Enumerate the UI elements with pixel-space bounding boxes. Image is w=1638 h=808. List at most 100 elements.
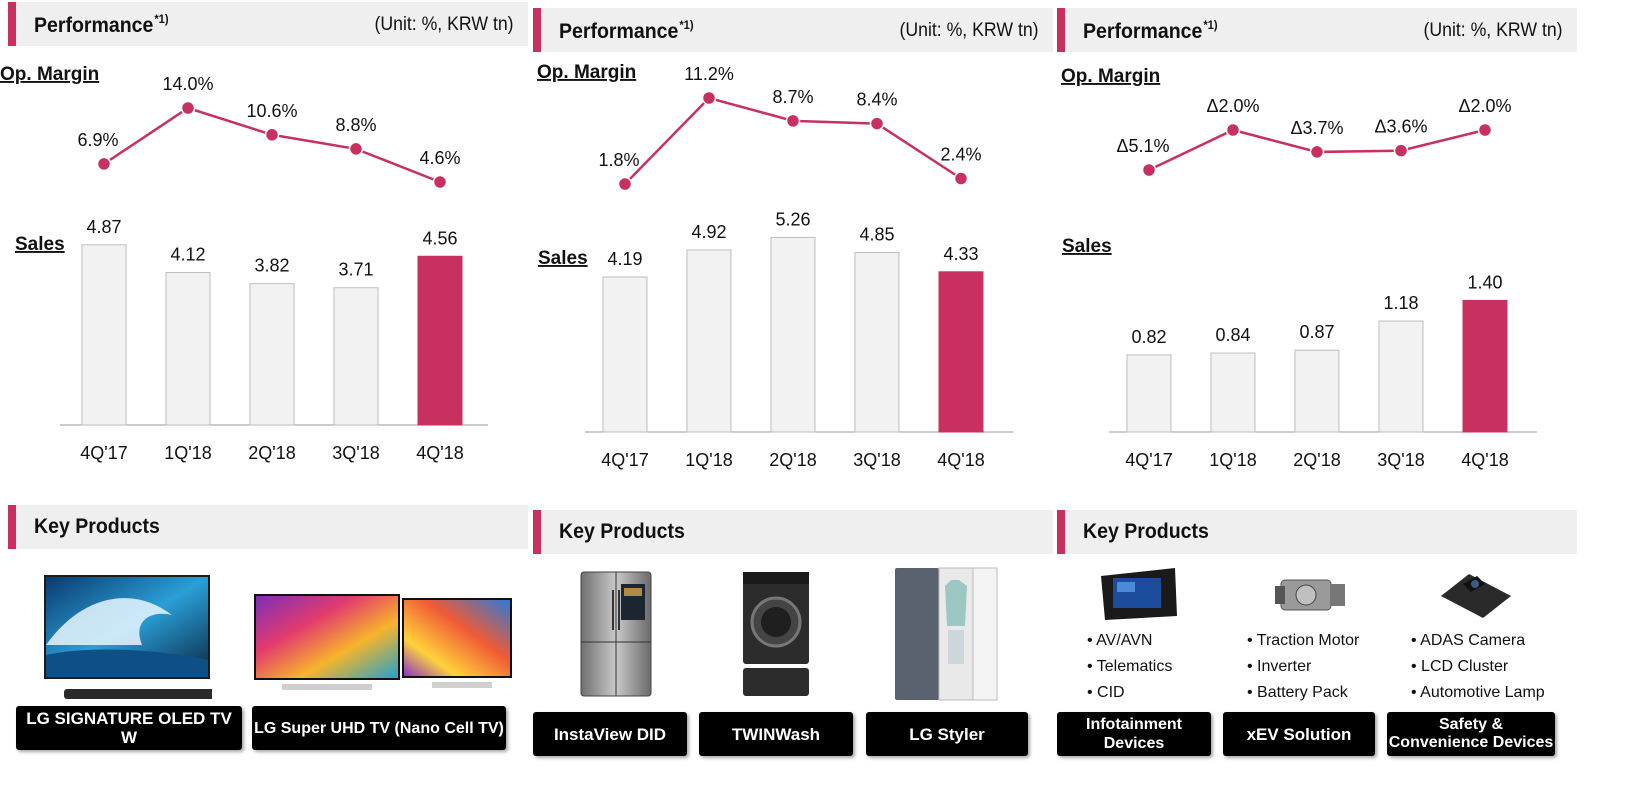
sales-value-label: 1.40 [1467,272,1502,292]
product-label-nano-cell-tv: LG Super UHD TV (Nano Cell TV) [252,706,506,750]
sales-bar [165,272,211,426]
op-margin-point [96,156,112,172]
bullet-item: AV/AVN [1087,628,1172,654]
nano-cell-tv-image [252,592,514,696]
performance-chart: Op. Margin Sales 0.82 4Q'17 0.84 1Q'18 0.87 2Q'… [1061,66,1537,470]
op-margin-value-label: 14.0% [162,74,213,94]
performance-chart: Op. Margin Sales 4.87 4Q'17 4.12 1Q'18 3.82 2Q'… [0,64,488,463]
adas-camera-image [1435,566,1515,622]
sales-value-label: 4.92 [691,222,726,242]
category-tick-label: 1Q'18 [685,450,732,470]
op-margin-value-label: 6.9% [77,130,118,150]
accent-bar [533,8,541,52]
performance-header: Performance*1) (Unit: %, KRW tn) [1057,8,1577,52]
accent-bar [8,505,16,549]
sales-bar [417,255,463,426]
footnote-mark: *1) [679,18,694,32]
accent-bar [533,510,541,554]
category-tick-label: 4Q'17 [1125,450,1172,470]
key-products-header: Key Products [1057,510,1577,554]
category-tick-label: 4Q'18 [1461,450,1508,470]
category-tick-label: 1Q'18 [1209,450,1256,470]
infotainment-bullets: AV/AVN Telematics CID [1087,628,1172,706]
footnote-mark: *1) [1203,18,1218,32]
op-margin-point [953,171,969,186]
sales-bar [686,249,732,433]
product-label-styler: LG Styler [866,712,1028,756]
key-products-header: Key Products [533,510,1053,554]
sales-bar [249,283,295,426]
op-margin-value-label: Δ2.0% [1458,96,1511,116]
unit-label: (Unit: %, KRW tn) [374,14,514,35]
accent-bar [1057,510,1065,554]
op-margin-value-label: 4.6% [419,148,460,168]
category-tick-label: 4Q'17 [601,450,648,470]
sales-value-label: 0.87 [1299,322,1334,342]
sales-value-label: 3.71 [338,260,373,280]
sales-bar [1462,299,1508,433]
op-margin-point [1393,143,1409,158]
category-tick-label: 1Q'18 [164,443,211,463]
category-tick-label: 3Q'18 [1377,450,1424,470]
op-margin-point [180,100,196,116]
op-margin-value-label: 8.8% [335,115,376,135]
sales-label: Sales [15,234,65,255]
sales-bar [1126,354,1172,433]
category-tick-label: 2Q'18 [769,450,816,470]
sales-value-label: 5.26 [775,209,810,229]
oled-tv-image [42,575,214,705]
op-margin-value-label: 2.4% [940,145,981,165]
bullet-item: Traction Motor [1247,628,1360,654]
performance-chart: Op. Margin Sales 4.19 4Q'17 4.92 1Q'18 5.26 2Q'… [537,62,1013,470]
category-tick-label: 4Q'18 [937,450,984,470]
refrigerator-image [577,570,655,700]
op-margin-point [1225,122,1241,138]
op-margin-value-label: 8.7% [772,87,813,107]
safety-bullets: ADAS Camera LCD Cluster Automotive Lamp [1411,628,1545,706]
op-margin-point [869,116,885,131]
performance-header: Performance*1) (Unit: %, KRW tn) [8,2,528,46]
product-label-xev: xEV Solution [1223,712,1375,756]
op-margin-value-label: Δ3.6% [1374,117,1427,137]
performance-title: Performance [1083,20,1203,43]
sales-value-label: 0.84 [1215,325,1250,345]
bullet-item: CID [1087,680,1172,706]
op-margin-value-label: 1.8% [598,150,639,170]
sales-label: Sales [1062,236,1112,257]
category-tick-label: 2Q'18 [248,443,295,463]
bullet-item: Telematics [1087,654,1173,680]
infotainment-image [1099,566,1179,622]
sales-value-label: 0.82 [1131,327,1166,347]
op-margin-label: Op. Margin [0,64,99,85]
op-margin-value-label: 10.6% [246,101,297,121]
bullet-item: ADAS Camera [1411,628,1545,654]
sales-value-label: 4.12 [170,245,205,265]
category-tick-label: 3Q'18 [853,450,900,470]
sales-value-label: 4.19 [607,249,642,269]
sales-value-label: 4.33 [943,244,978,264]
sales-value-label: 4.85 [859,225,894,245]
product-label-instaview: InstaView DID [533,712,687,756]
sales-bar [602,276,648,433]
performance-title: Performance [34,14,154,37]
bullet-item: Inverter [1247,654,1359,680]
sales-bar [1378,320,1424,433]
key-products-header: Key Products [8,505,528,549]
unit-label: (Unit: %, KRW tn) [899,20,1039,41]
op-margin-point [1141,162,1157,178]
key-products-title: Key Products [559,520,685,543]
op-margin-value-label: Δ5.1% [1116,136,1169,156]
category-tick-label: 2Q'18 [1293,450,1340,470]
op-margin-point [432,174,448,190]
op-margin-point [264,127,280,143]
sales-bar [1294,349,1340,433]
panel-2: Performance*1) (Unit: %, KRW tn) Op. Mar… [533,0,1053,808]
sales-bar [938,271,984,433]
sales-bar [854,252,900,433]
sales-value-label: 4.87 [86,217,121,237]
sales-value-label: 1.18 [1383,293,1418,313]
category-tick-label: 4Q'18 [416,443,463,463]
panel-1: Performance*1) (Unit: %, KRW tn) Op. Mar… [0,0,528,808]
op-margin-label: Op. Margin [1061,66,1160,87]
op-margin-value-label: 11.2% [684,64,734,84]
